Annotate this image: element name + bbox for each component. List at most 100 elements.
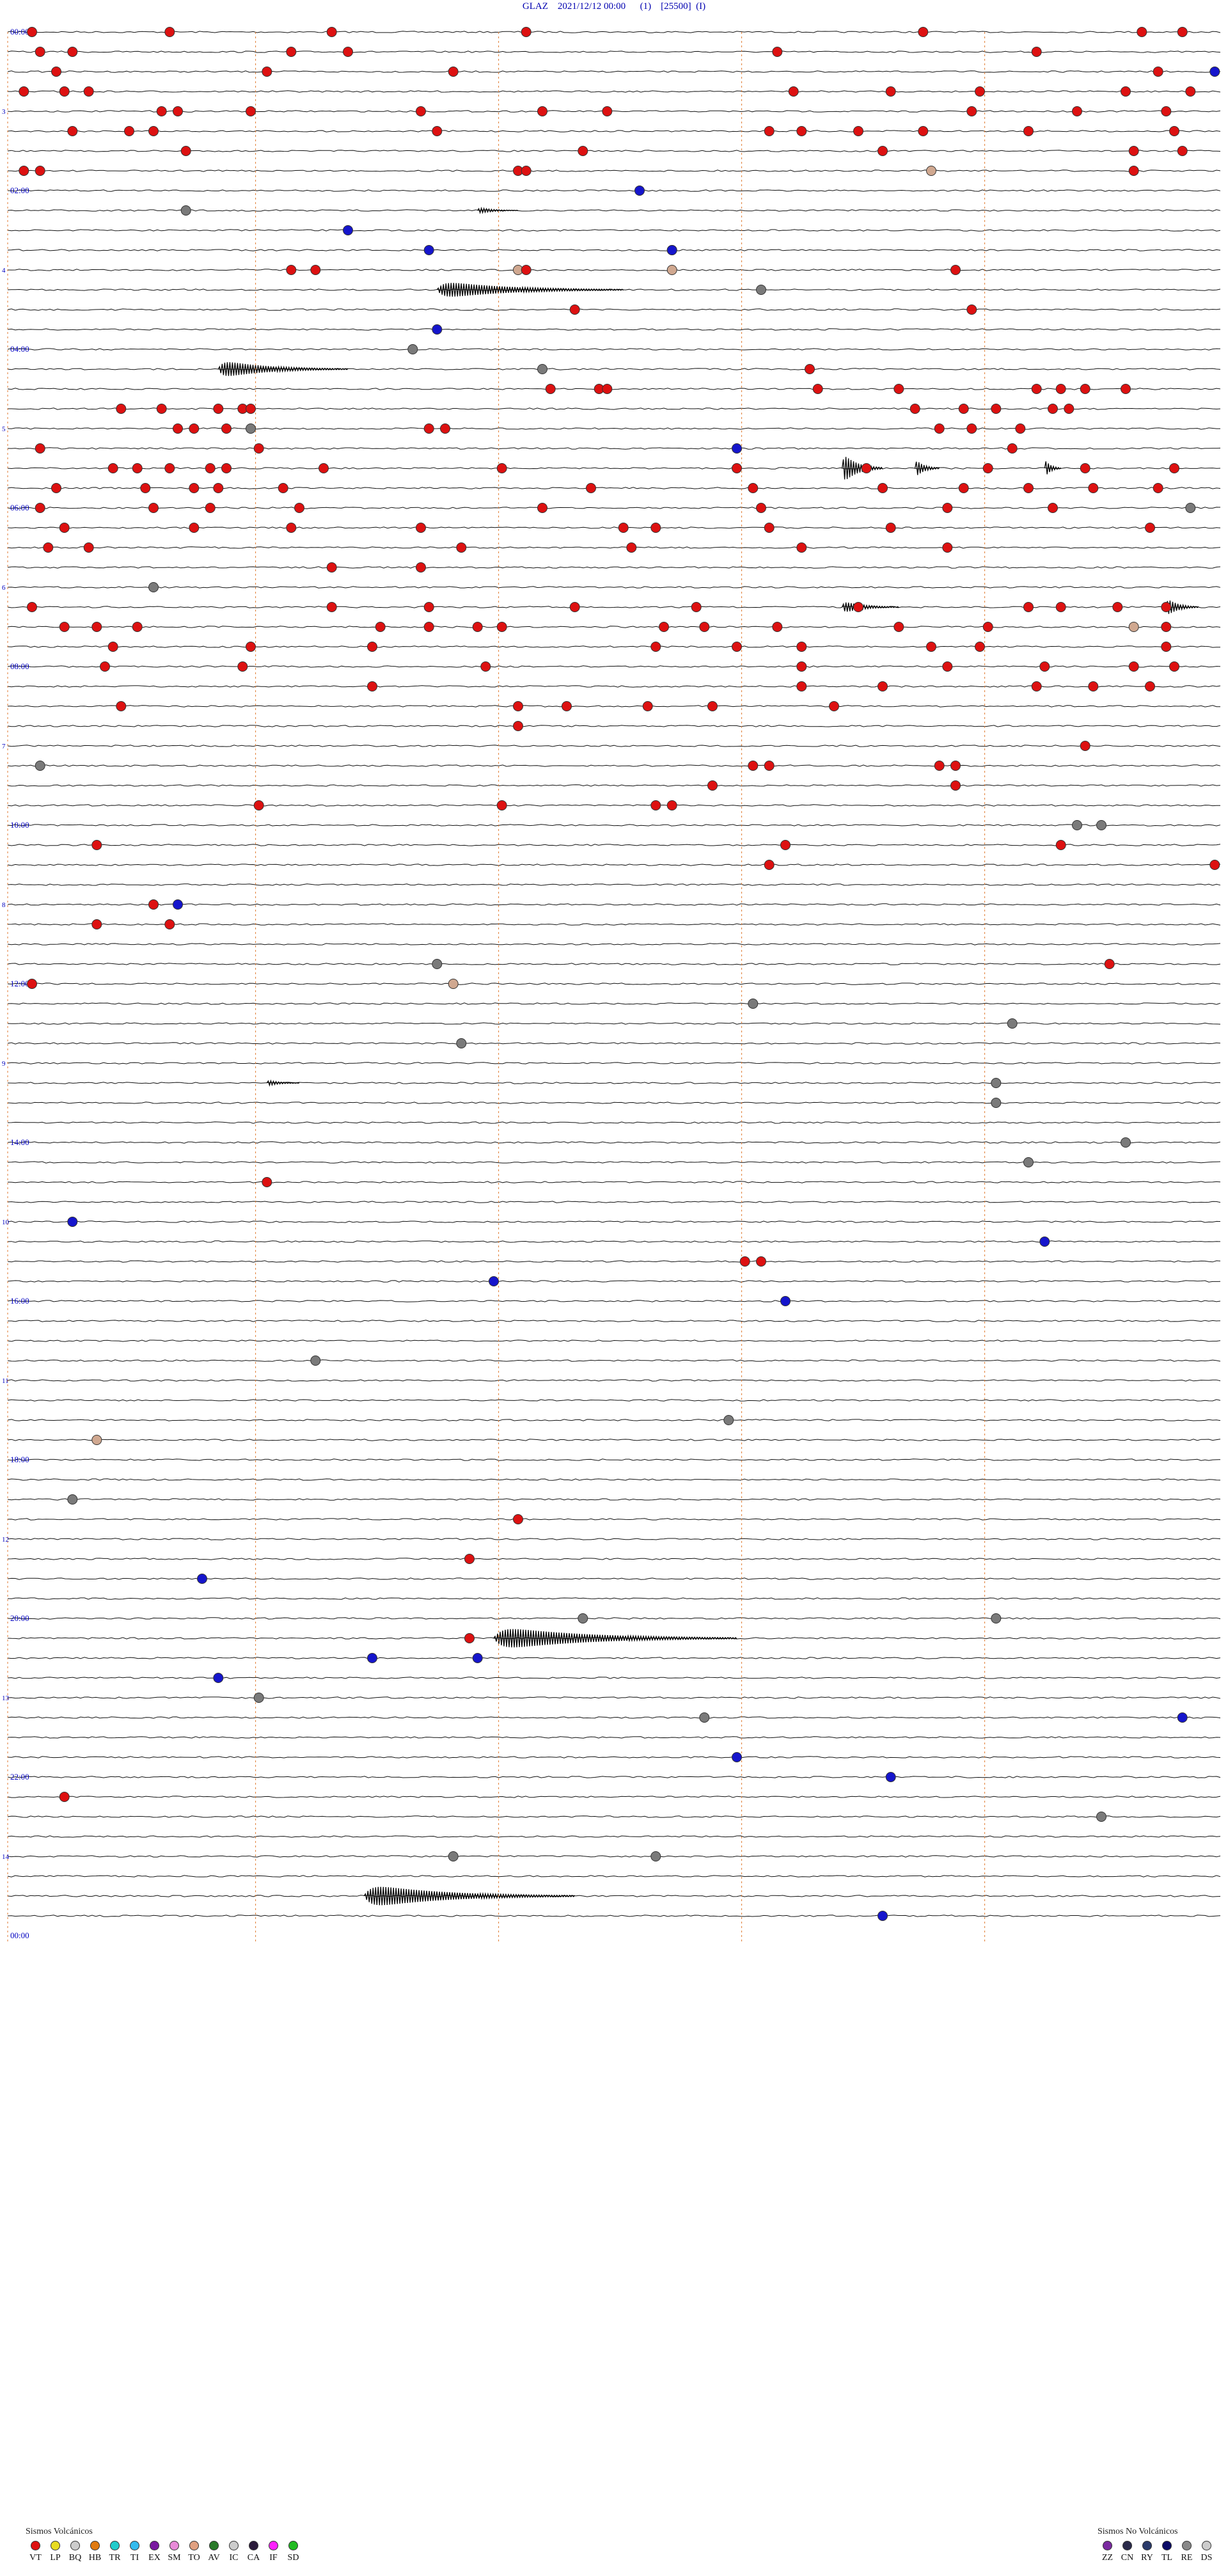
- trace-line: [7, 110, 1221, 113]
- trace-line: [7, 1875, 1221, 1877]
- event-vt: [764, 523, 775, 533]
- trace-line: [7, 1082, 1221, 1084]
- event-vt: [107, 463, 118, 473]
- event-vt: [1080, 741, 1090, 751]
- trace-line: [7, 209, 1221, 212]
- legend-label: RE: [1181, 2553, 1193, 2563]
- legend-item-ds: DS: [1197, 2541, 1216, 2563]
- trace-line: [7, 1240, 1221, 1243]
- event-vt: [732, 463, 742, 473]
- trace-line: [7, 705, 1220, 707]
- trace-line: [7, 1518, 1221, 1521]
- event-vt: [164, 27, 175, 37]
- event-vt: [253, 800, 264, 810]
- event-vt: [319, 463, 329, 473]
- trace-line: [7, 1260, 1221, 1263]
- event-vt: [659, 622, 669, 632]
- legend-label: CA: [247, 2553, 260, 2563]
- event-blue: [1209, 67, 1220, 77]
- legend-item-to: TO: [184, 2541, 204, 2563]
- trace-line: [7, 1201, 1221, 1203]
- event-vt: [853, 126, 863, 136]
- trace-line: [7, 665, 1221, 668]
- event-vt: [788, 86, 799, 97]
- event-vt: [1128, 166, 1139, 176]
- event-vt: [221, 423, 232, 434]
- event-vt: [43, 542, 54, 553]
- event-vt: [707, 780, 718, 791]
- axis-marker: 11: [2, 1377, 9, 1385]
- seismic-burst: [842, 602, 899, 612]
- event-gray: [253, 1693, 264, 1703]
- trace-line: [7, 189, 1221, 192]
- event-vt: [1015, 423, 1026, 434]
- event-vt: [140, 483, 151, 493]
- legend-item-ic: IC: [224, 2541, 244, 2563]
- event-vt: [991, 404, 1002, 414]
- event-vt: [67, 47, 78, 57]
- event-vt: [1031, 384, 1042, 394]
- event-vt: [1128, 661, 1139, 672]
- hour-label: 00:00: [10, 1931, 29, 1940]
- event-tan: [448, 979, 459, 989]
- trace-line: [7, 1835, 1221, 1838]
- event-blue: [732, 1752, 742, 1762]
- legend-item-cn: CN: [1117, 2541, 1137, 2563]
- trace-line: [7, 487, 1221, 489]
- event-gray: [723, 1415, 734, 1425]
- event-vt: [950, 265, 961, 275]
- event-vt: [19, 86, 29, 97]
- seismic-burst: [436, 283, 624, 297]
- seismic-burst: [363, 1886, 576, 1906]
- event-vt: [246, 404, 256, 414]
- event-vt: [237, 661, 248, 672]
- legend-swatch: [169, 2541, 179, 2550]
- event-gray: [432, 959, 443, 969]
- event-vt: [423, 602, 434, 612]
- event-vt: [1169, 463, 1179, 473]
- event-vt: [59, 622, 70, 632]
- seismic-burst: [915, 461, 940, 475]
- trace-line: [7, 1300, 1221, 1302]
- event-vt: [602, 384, 613, 394]
- trace-line: [7, 725, 1221, 727]
- event-vt: [1072, 106, 1082, 116]
- event-vt: [1161, 602, 1172, 612]
- event-vt: [1145, 681, 1155, 691]
- seismic-burst: [217, 362, 349, 376]
- event-vt: [878, 146, 888, 156]
- event-vt: [934, 761, 945, 771]
- event-vt: [132, 463, 143, 473]
- event-gray: [1096, 820, 1106, 830]
- event-vt: [513, 1514, 523, 1524]
- event-vt: [934, 423, 945, 434]
- event-gray: [35, 761, 45, 771]
- trace-line: [7, 1379, 1221, 1382]
- trace-line: [7, 1399, 1221, 1402]
- trace-line: [7, 1062, 1221, 1064]
- event-blue: [732, 443, 742, 454]
- legend-item-sm: SM: [164, 2541, 184, 2563]
- event-gray: [650, 1851, 661, 1861]
- event-gray: [748, 999, 759, 1009]
- event-vt: [310, 265, 321, 275]
- event-vt: [642, 701, 653, 711]
- event-vt: [367, 681, 377, 691]
- event-blue: [173, 899, 183, 910]
- legend-label: TL: [1161, 2553, 1173, 2563]
- event-vt: [618, 523, 629, 533]
- event-vt: [586, 483, 596, 493]
- event-vt: [278, 483, 288, 493]
- trace-line: [7, 1915, 1221, 1917]
- event-vt: [796, 126, 807, 136]
- axis-marker: 13: [2, 1695, 10, 1702]
- event-vt: [1169, 126, 1179, 136]
- hour-label: 12:00: [10, 979, 29, 988]
- trace-line: [7, 784, 1221, 787]
- event-vt: [764, 126, 775, 136]
- event-blue: [197, 1574, 207, 1584]
- event-gray: [1121, 1137, 1131, 1148]
- event-vt: [942, 503, 953, 513]
- hour-label: 06:00: [10, 503, 29, 512]
- event-vt: [343, 47, 353, 57]
